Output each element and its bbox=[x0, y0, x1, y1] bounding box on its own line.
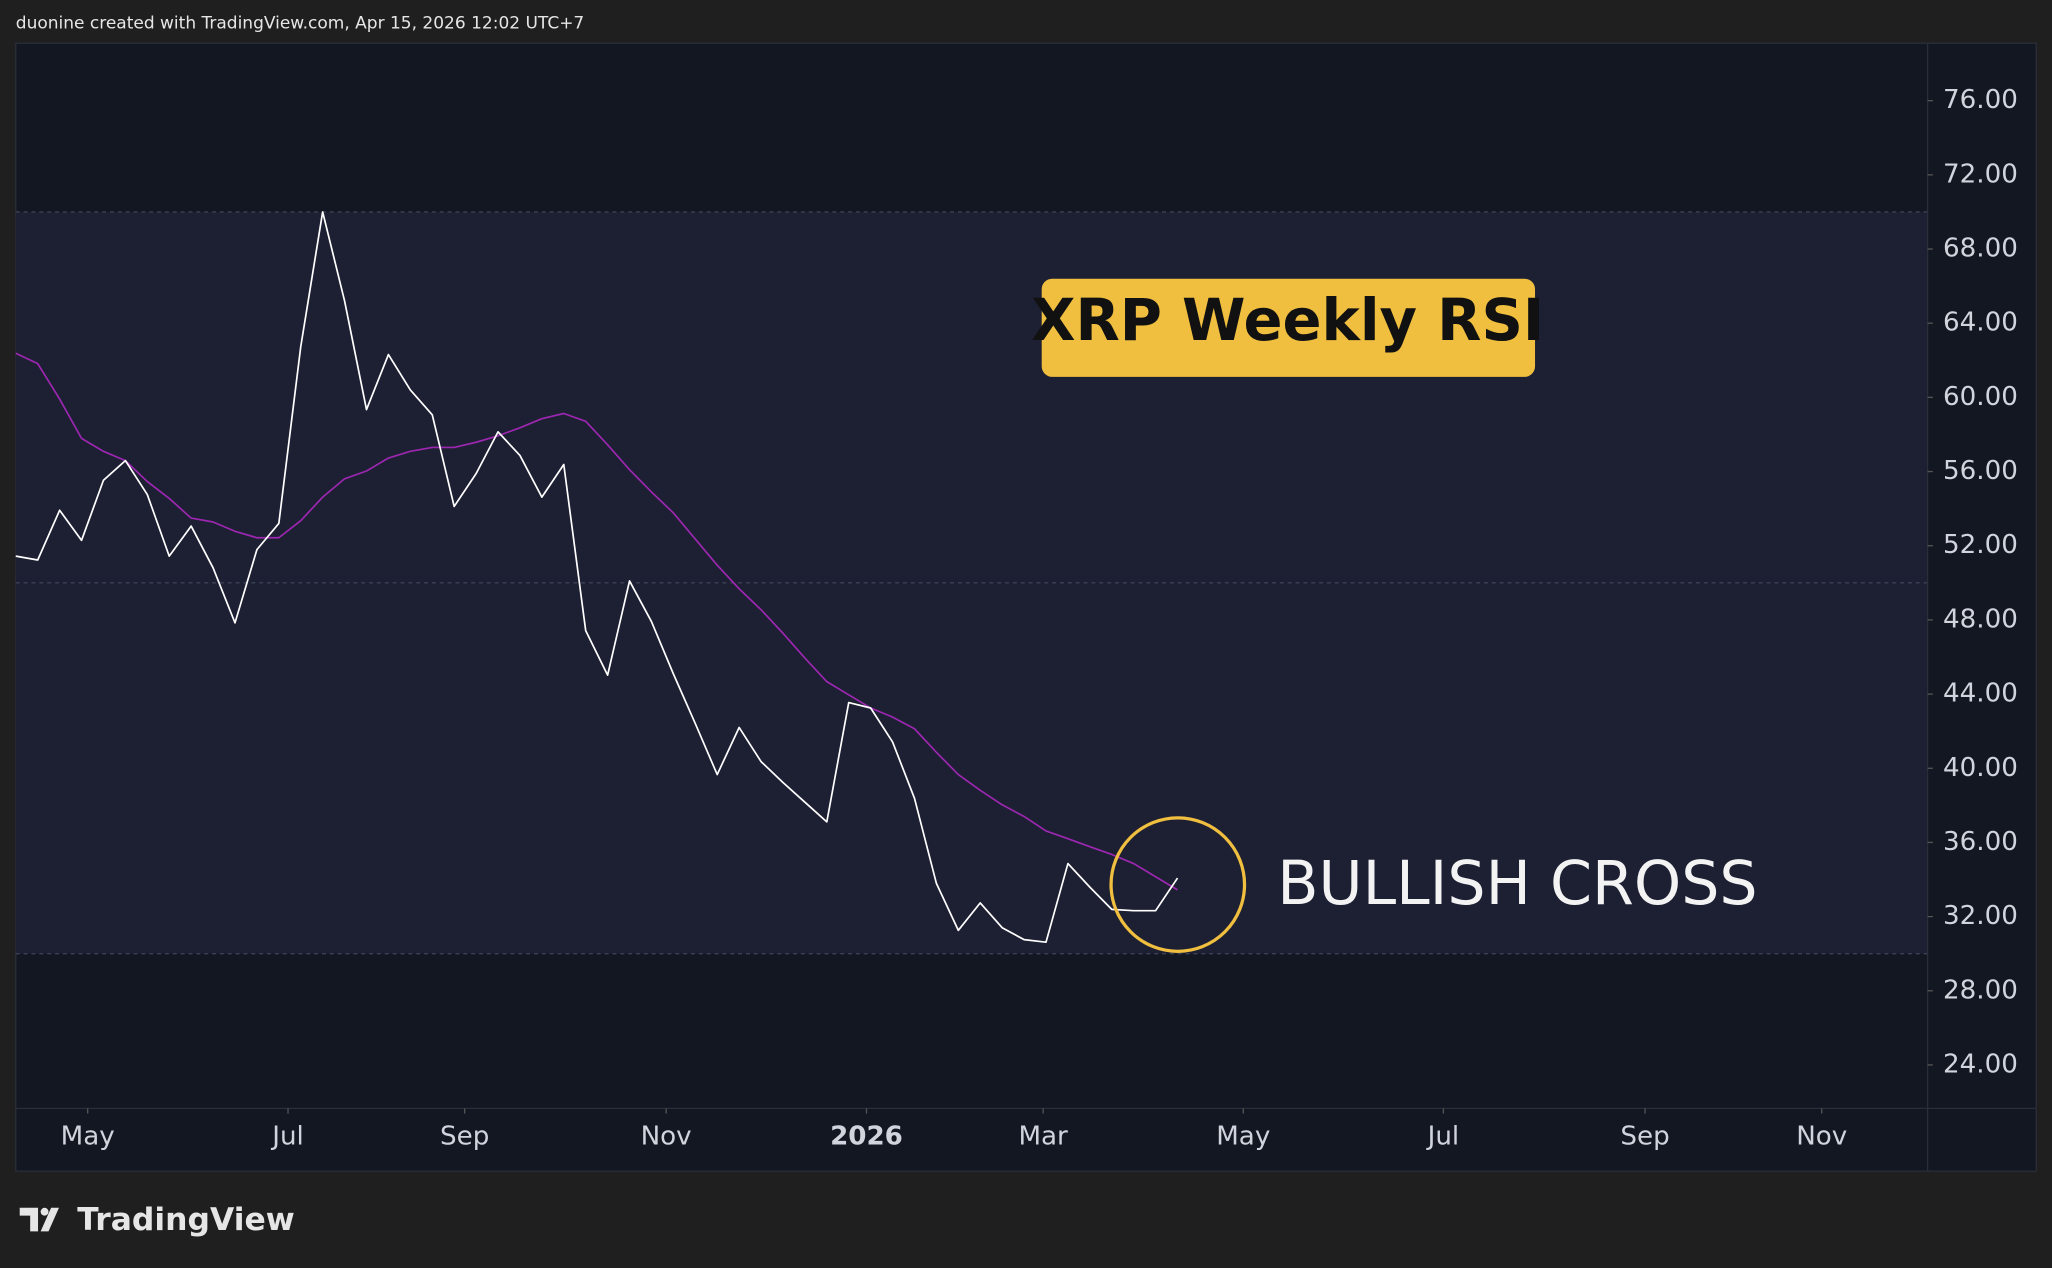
y-tick-label: 64.00 bbox=[1943, 308, 2018, 338]
y-tick-label: 28.00 bbox=[1943, 975, 2018, 1005]
plot bbox=[15, 211, 1928, 955]
annotation: BULLISH CROSS bbox=[1277, 849, 1757, 919]
logo-icon bbox=[19, 1207, 59, 1232]
y-tick-label: 72.00 bbox=[1943, 159, 2018, 189]
brand-logo bbox=[19, 1207, 59, 1232]
x-tick-label: Nov bbox=[641, 1122, 692, 1152]
x-tick-label: Jul bbox=[1426, 1122, 1460, 1152]
y-tick-label: 32.00 bbox=[1943, 901, 2018, 931]
x-tick-label: May bbox=[61, 1122, 115, 1152]
highlight-circle bbox=[1109, 816, 1247, 953]
series-line bbox=[15, 352, 1178, 891]
y-tick-label: 48.00 bbox=[1943, 604, 2018, 634]
caption: duonine created with TradingView.com, Ap… bbox=[16, 14, 584, 34]
y-tick-label: 44.00 bbox=[1943, 679, 2018, 709]
y-tick-label: 24.00 bbox=[1943, 1049, 2018, 1079]
y-tick-label: 36.00 bbox=[1943, 827, 2018, 857]
x-tick-label: Sep bbox=[1620, 1122, 1669, 1152]
y-tick-label: 52.00 bbox=[1943, 530, 2018, 560]
y-tick-label: 68.00 bbox=[1943, 234, 2018, 264]
chart-title: XRP Weekly RSI bbox=[1031, 287, 1544, 354]
x-tick-label: Mar bbox=[1018, 1122, 1068, 1152]
rsi-band bbox=[15, 211, 1928, 954]
logo-dot bbox=[40, 1207, 49, 1216]
y-tick-label: 60.00 bbox=[1943, 382, 2018, 412]
title-box bbox=[1041, 278, 1536, 377]
x-tick-label: May bbox=[1216, 1122, 1270, 1152]
y-tick-label: 76.00 bbox=[1943, 85, 2018, 115]
y-tick-label: 40.00 bbox=[1943, 753, 2018, 783]
x-tick-label: 2026 bbox=[830, 1122, 903, 1152]
x-tick-label: Nov bbox=[1796, 1122, 1847, 1152]
x-tick-label: Sep bbox=[440, 1122, 489, 1152]
x-tick-label: Jul bbox=[270, 1122, 304, 1152]
y-tick-label: 56.00 bbox=[1943, 456, 2018, 486]
series-line bbox=[15, 211, 1179, 944]
brand: TradingView bbox=[77, 1202, 294, 1238]
